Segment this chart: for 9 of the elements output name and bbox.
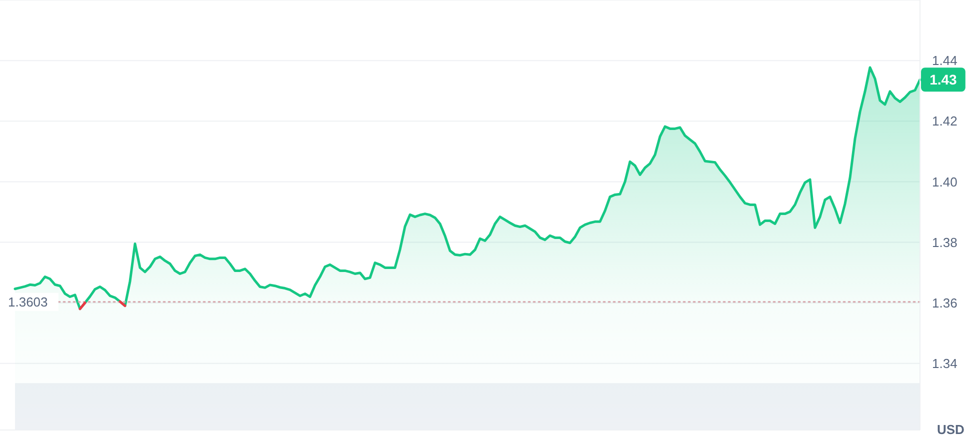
y-tick-label: 1.40 [932,174,958,190]
y-axis-title: USD [937,422,964,437]
y-tick-label: 1.38 [932,234,958,250]
data-label: 1.43 [930,72,958,88]
y-tick-label: 1.44 [932,53,958,68]
ref-line-label: 1.3603 [8,294,48,310]
y-tick-label: 1.34 [932,356,958,371]
y-tick-label: 1.36 [932,295,958,310]
y-tick-label: 1.42 [932,114,958,129]
